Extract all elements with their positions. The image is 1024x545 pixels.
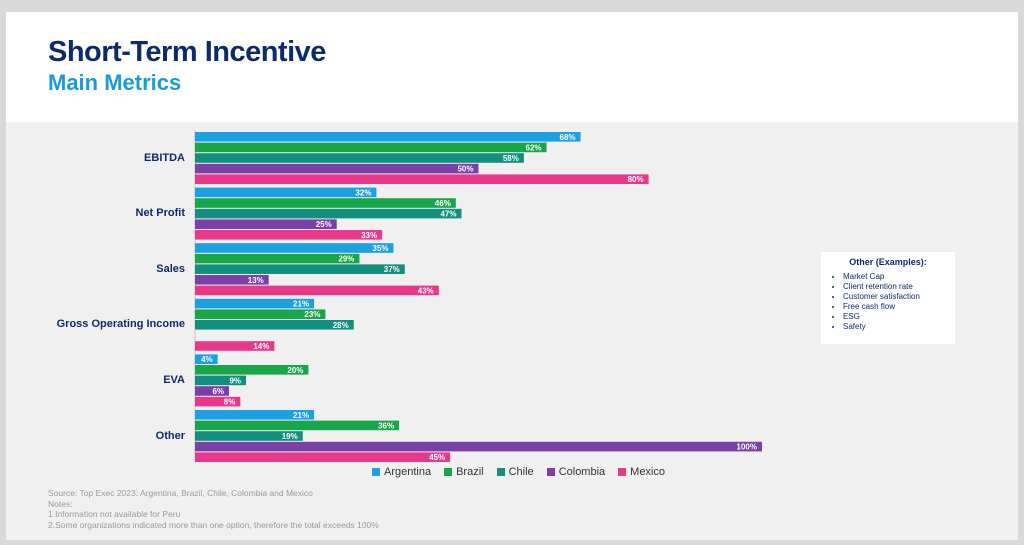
bar bbox=[195, 396, 241, 407]
bar bbox=[195, 208, 462, 219]
notes: Source: Top Exec 2023: Argentina, Brazil… bbox=[48, 488, 379, 530]
bar bbox=[195, 298, 315, 309]
data-label: 19% bbox=[282, 432, 298, 441]
legend-item: Brazil bbox=[444, 466, 484, 478]
data-label: 33% bbox=[361, 231, 377, 240]
bar bbox=[195, 142, 547, 153]
data-label: 25% bbox=[316, 220, 332, 229]
other-examples-title: Other (Examples): bbox=[849, 257, 927, 267]
category-label: EVA bbox=[163, 373, 185, 386]
category-label: Other bbox=[155, 429, 185, 442]
data-label: 58% bbox=[503, 154, 519, 163]
bar bbox=[195, 309, 326, 319]
legend-swatch bbox=[618, 468, 627, 476]
bar bbox=[195, 341, 275, 351]
bar bbox=[195, 219, 337, 229]
other-examples-list: Market CapClient retention rateCustomer … bbox=[829, 272, 947, 332]
legend-swatch bbox=[444, 468, 453, 476]
bar bbox=[195, 198, 456, 208]
bar bbox=[195, 285, 439, 296]
data-label: 9% bbox=[229, 376, 241, 385]
notes-label: Notes: bbox=[48, 498, 73, 509]
data-label: 23% bbox=[304, 310, 320, 319]
bar bbox=[195, 264, 405, 274]
page-subtitle: Main Metrics bbox=[48, 70, 182, 95]
data-label: 46% bbox=[435, 199, 451, 208]
data-label: 6% bbox=[212, 387, 224, 396]
data-label: 4% bbox=[201, 355, 213, 364]
legend-item: Argentina bbox=[372, 466, 431, 478]
bar bbox=[195, 230, 383, 240]
data-label: 80% bbox=[628, 175, 644, 184]
data-label: 50% bbox=[457, 165, 473, 174]
category-label: Net Profit bbox=[135, 207, 186, 220]
legend-item: Chile bbox=[496, 466, 534, 478]
notes-item-1: 1.Information not available for Peru bbox=[48, 509, 181, 519]
data-label: 35% bbox=[372, 244, 388, 253]
other-examples-item: Free cash flow bbox=[843, 302, 947, 312]
bar bbox=[195, 163, 479, 174]
category-label: EBITDA bbox=[144, 151, 185, 164]
category-label: Sales bbox=[156, 262, 185, 275]
bar bbox=[195, 243, 394, 253]
chart-legend: Argentina Brazil Chile Colombia Mexico bbox=[372, 466, 665, 478]
other-examples-item: Safety bbox=[843, 322, 947, 332]
bar-chart: 68% 62% 58% 50% 80% 32% 46% 47% 25% 33% 35% 29% 37% 1… bbox=[194, 130, 762, 464]
bar bbox=[195, 153, 524, 163]
data-label: 100% bbox=[737, 443, 757, 452]
bar bbox=[195, 132, 581, 142]
legend-swatch bbox=[546, 468, 555, 476]
bar bbox=[195, 275, 269, 285]
page-title: Short-Term Incentive bbox=[48, 36, 326, 68]
legend-item: Colombia bbox=[546, 466, 606, 478]
legend-label: Chile bbox=[508, 466, 534, 478]
notes-item-2: 2.Some organizations indicated more than… bbox=[48, 519, 379, 530]
data-label: 14% bbox=[253, 342, 269, 351]
legend-label: Argentina bbox=[384, 466, 432, 478]
slide: Short-Term Incentive Main Metrics 68% 62%… bbox=[6, 12, 1018, 540]
data-label: 32% bbox=[355, 188, 371, 197]
bar bbox=[195, 320, 354, 330]
bar bbox=[195, 452, 451, 462]
legend-swatch bbox=[372, 468, 380, 476]
data-label: 29% bbox=[338, 255, 354, 264]
legend-item: Mexico bbox=[618, 466, 665, 478]
other-examples-item: Customer satisfaction bbox=[843, 292, 947, 302]
category-label: Gross Operating Income bbox=[56, 318, 185, 331]
bar bbox=[195, 410, 315, 420]
other-examples-item: Market Cap bbox=[843, 272, 947, 282]
notes-source: Source: Top Exec 2023: Argentina, Brazil… bbox=[48, 488, 313, 498]
other-examples-item: Client retention rate bbox=[843, 282, 947, 292]
data-label: 21% bbox=[293, 300, 309, 309]
data-label: 68% bbox=[560, 133, 576, 142]
bar bbox=[195, 375, 247, 386]
data-label: 45% bbox=[429, 453, 445, 462]
data-label: 37% bbox=[384, 265, 400, 274]
data-label: 20% bbox=[287, 366, 303, 375]
legend-label: Brazil bbox=[456, 466, 484, 478]
bar bbox=[195, 187, 377, 198]
data-label: 8% bbox=[224, 398, 236, 407]
bar bbox=[195, 386, 230, 396]
data-label: 21% bbox=[293, 411, 309, 420]
header: Short-Term Incentive Main Metrics bbox=[6, 12, 1018, 122]
data-label: 36% bbox=[378, 421, 394, 430]
data-label: 62% bbox=[526, 143, 542, 152]
bar bbox=[195, 431, 303, 441]
data-label: 43% bbox=[418, 286, 434, 295]
legend-swatch bbox=[496, 468, 505, 476]
other-examples-box: Other (Examples): Market CapClient reten… bbox=[821, 252, 955, 344]
bar bbox=[195, 253, 360, 264]
data-label: 47% bbox=[440, 210, 456, 219]
legend-label: Colombia bbox=[558, 466, 606, 478]
other-examples-item: ESG bbox=[843, 312, 947, 322]
bar bbox=[195, 174, 649, 184]
bar bbox=[195, 365, 309, 375]
legend-label: Mexico bbox=[630, 466, 665, 478]
data-label: 28% bbox=[333, 321, 349, 330]
bar bbox=[195, 420, 400, 431]
bar bbox=[195, 441, 762, 452]
data-label: 13% bbox=[248, 276, 264, 285]
bar bbox=[195, 354, 218, 364]
